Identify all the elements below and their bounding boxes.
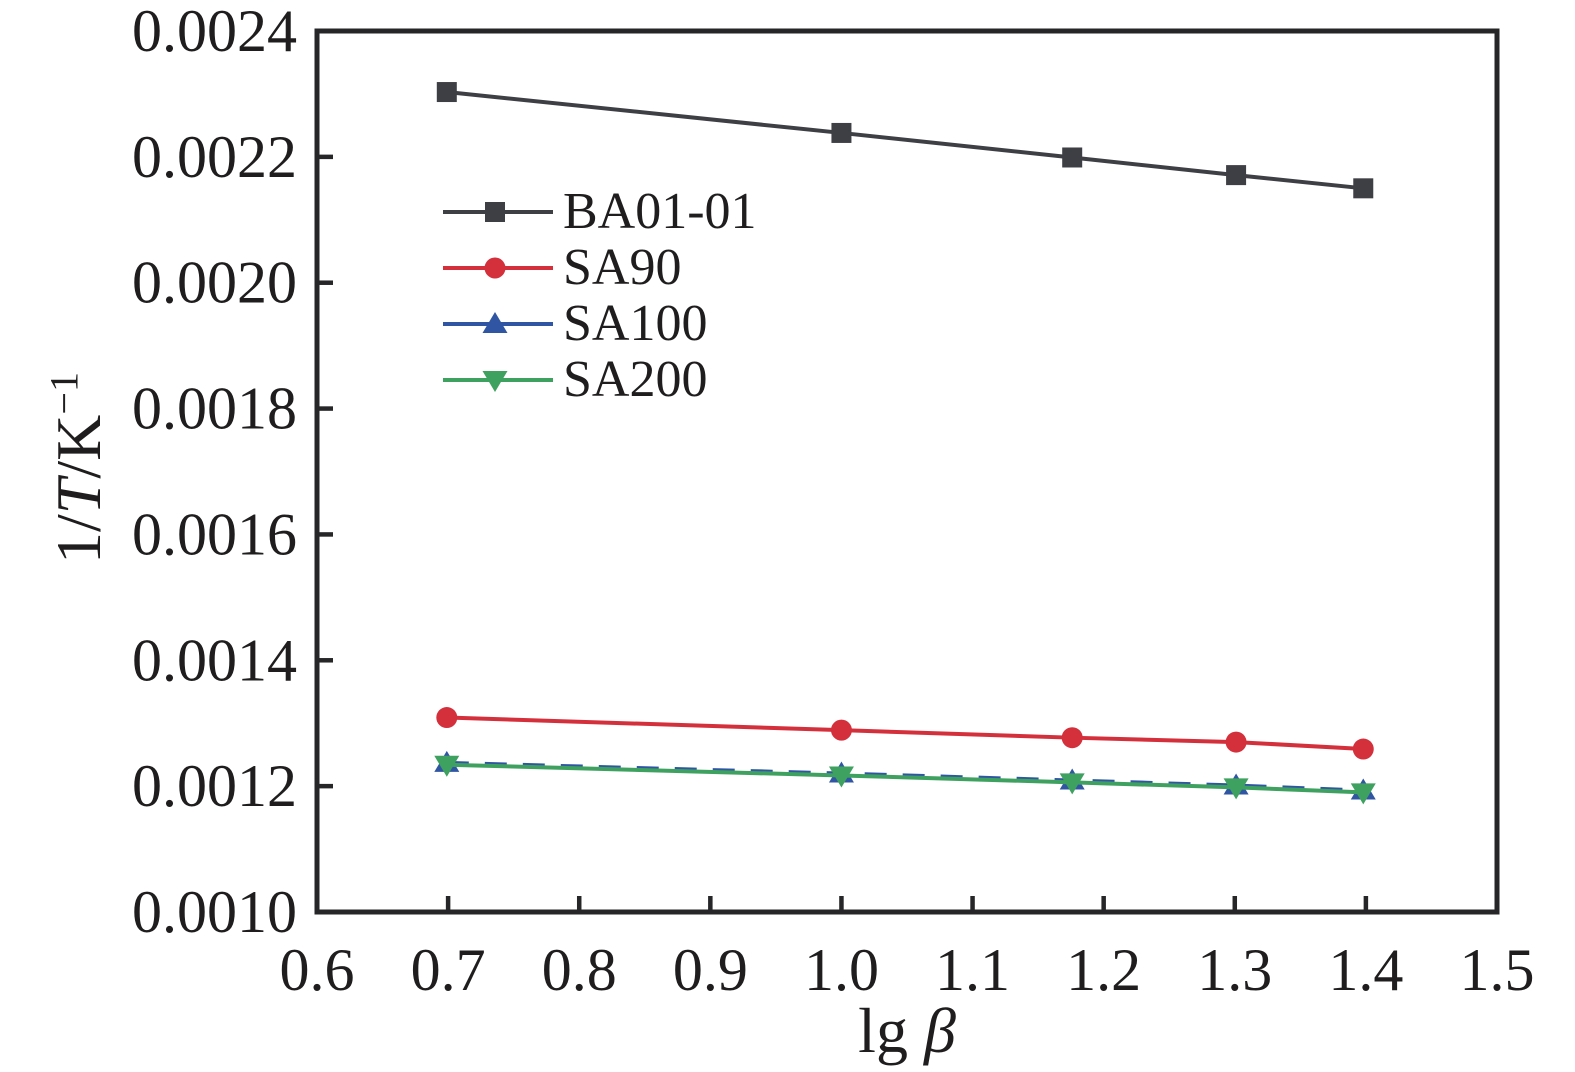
x-tick-label: 1.3 — [1197, 937, 1272, 1003]
legend-item-sa90: SA90 — [440, 240, 757, 296]
y-tick-label: 0.0014 — [132, 627, 297, 693]
x-axis-label: lg β — [858, 999, 956, 1063]
x-tick-label: 1.4 — [1328, 937, 1403, 1003]
x-tick-label: 0.7 — [411, 937, 486, 1003]
marker-sa90 — [830, 719, 852, 741]
marker-sa200 — [828, 766, 854, 788]
y-axis-label: 1/T/K−1 — [42, 372, 114, 564]
marker-ba01-01 — [436, 82, 457, 103]
x-tick-label: 1.0 — [804, 937, 879, 1003]
legend-key-circle-icon — [443, 257, 553, 279]
x-tick-label: 0.8 — [542, 937, 617, 1003]
y-tick-label: 0.0012 — [132, 753, 297, 819]
legend-label: BA01-01 — [563, 183, 757, 240]
marker-sa200 — [1223, 778, 1249, 800]
y-tick-label: 0.0016 — [132, 501, 297, 567]
marker-sa90 — [1225, 731, 1247, 753]
marker-sa90 — [1352, 738, 1374, 760]
marker-ba01-01 — [1062, 147, 1083, 168]
y-axis-label-superscript: −1 — [41, 372, 87, 415]
marker-sa200 — [1350, 783, 1376, 805]
legend-label: SA90 — [563, 239, 682, 296]
x-tick-label: 0.9 — [673, 937, 748, 1003]
legend: BA01-01 SA90 SA100 SA200 — [440, 184, 757, 408]
marker-sa90 — [1061, 727, 1083, 749]
legend-key-triangle-down-icon — [443, 371, 553, 392]
y-tick-label: 0.0018 — [132, 376, 297, 442]
y-tick-label: 0.0010 — [132, 879, 297, 945]
x-tick-label: 1.5 — [1460, 937, 1535, 1003]
legend-item-sa100: SA100 — [440, 296, 757, 352]
legend-marker-square-icon — [485, 202, 505, 222]
legend-label: SA100 — [563, 295, 708, 352]
x-tick-label: 0.6 — [280, 937, 355, 1003]
legend-key-square-icon — [443, 202, 553, 222]
x-tick-label: 1.2 — [1066, 937, 1141, 1003]
series-line-ba01-01 — [446, 90, 1364, 191]
marker-sa200 — [434, 755, 460, 777]
x-axis-label-part: lg — [858, 995, 924, 1066]
legend-marker-triangle-down-icon — [482, 371, 508, 392]
marker-sa90 — [436, 707, 458, 729]
y-tick-label: 0.0022 — [132, 124, 297, 190]
legend-marker-triangle-up-icon — [482, 312, 508, 333]
plot-frame — [314, 28, 1500, 915]
marker-ba01-01 — [831, 122, 852, 143]
legend-key-triangle-up-icon — [443, 312, 553, 333]
marker-ba01-01 — [1226, 165, 1247, 186]
y-axis-label-part: /K — [43, 414, 114, 479]
marker-ba01-01 — [1353, 178, 1374, 199]
x-axis-label-symbol: β — [923, 995, 956, 1066]
x-tick-label: 1.1 — [935, 937, 1010, 1003]
y-axis-label-part: 1/ — [43, 514, 114, 564]
y-tick-label: 0.0020 — [132, 250, 297, 316]
legend-item-ba01-01: BA01-01 — [440, 184, 757, 240]
marker-sa200 — [1059, 773, 1085, 795]
legend-label: SA200 — [563, 351, 708, 408]
legend-item-sa200: SA200 — [440, 352, 757, 408]
y-tick-label: 0.0024 — [132, 0, 297, 64]
series-line-sa90 — [446, 715, 1364, 752]
y-axis-label-italic: T — [43, 478, 114, 515]
legend-marker-circle-icon — [484, 257, 506, 279]
